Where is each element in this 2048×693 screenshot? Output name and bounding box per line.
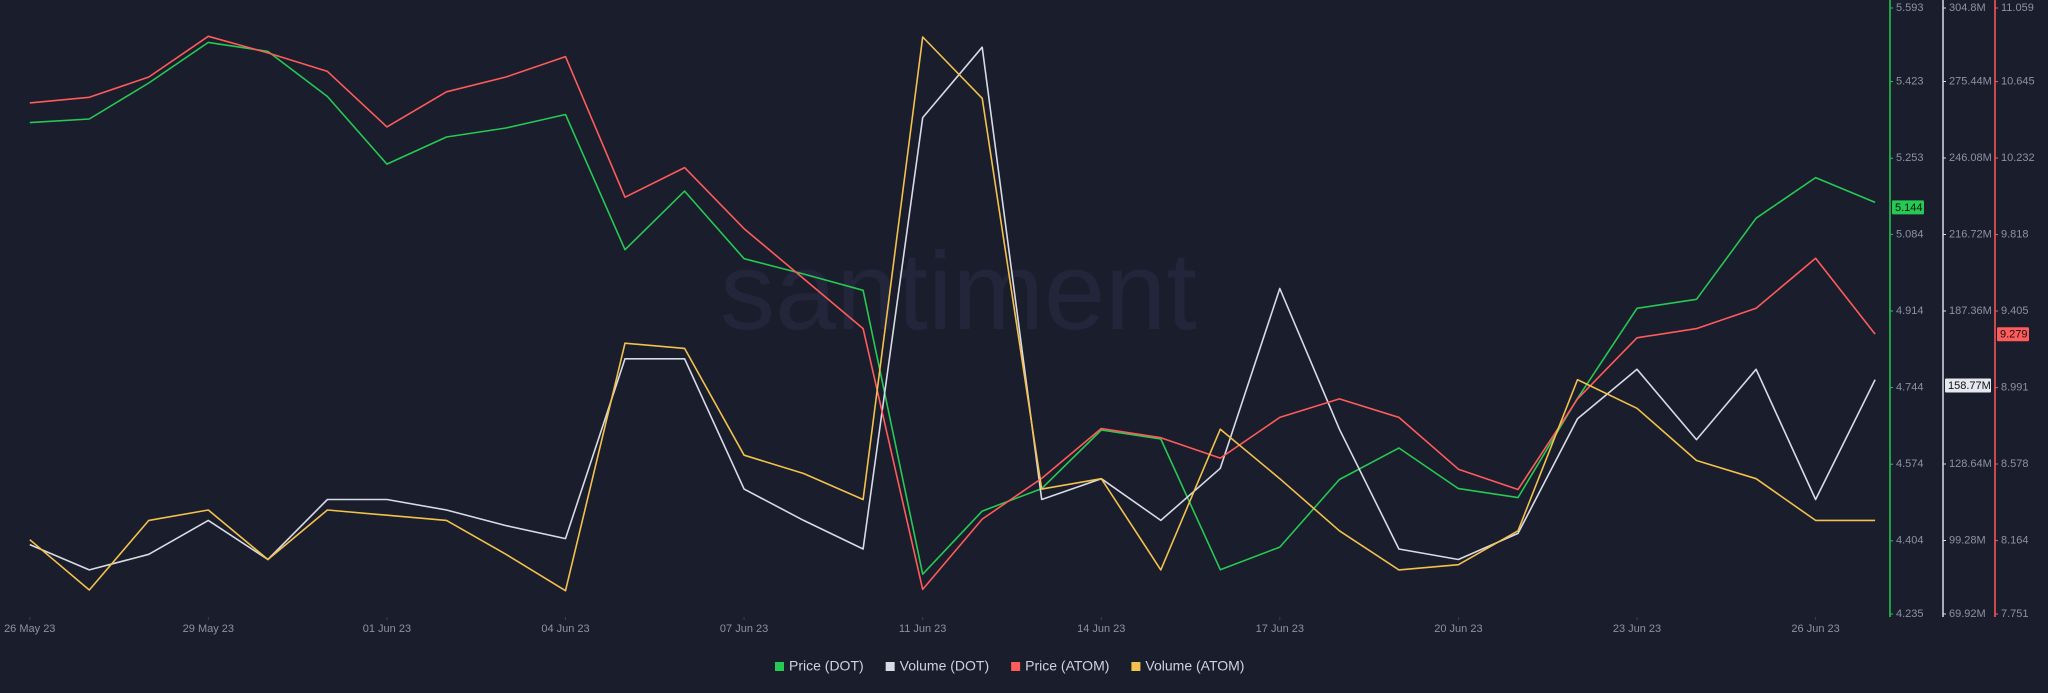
y-tick-label: 8.164 (2001, 534, 2029, 546)
x-tick-label: 14 Jun 23 (1077, 623, 1125, 635)
x-tick-label: 07 Jun 23 (720, 623, 768, 635)
series-line (29, 35, 1876, 591)
x-tick-label: 26 Jun 23 (1791, 623, 1839, 635)
value-badge (1997, 327, 2029, 342)
y-tick-label: 5.593 (1896, 2, 1924, 14)
y-tick-label: 5.253 (1896, 152, 1924, 164)
y-tick-label: 4.404 (1896, 535, 1924, 547)
y-tick-label: 5.423 (1896, 76, 1924, 88)
x-tick-label: 20 Jun 23 (1434, 623, 1482, 635)
value-badge (1892, 200, 1924, 215)
value-badge-label: 9.279 (2000, 329, 2028, 341)
y-tick-label: 4.574 (1896, 458, 1924, 470)
x-tick-label: 17 Jun 23 (1256, 623, 1304, 635)
value-badge (1945, 378, 1991, 393)
x-tick-label: 04 Jun 23 (541, 623, 589, 635)
legend-swatch (885, 662, 895, 671)
legend-swatch (1011, 662, 1021, 671)
y-tick-label: 69.92M (1949, 608, 1986, 620)
y-tick-label: 11.059 (2001, 2, 2034, 14)
y-tick-label: 8.991 (2001, 381, 2029, 393)
y-tick-label: 216.72M (1949, 228, 1992, 240)
legend-label: Price (DOT) (789, 658, 864, 674)
x-tick-label: 29 May 23 (183, 623, 234, 635)
y-tick-label: 187.36M (1949, 305, 1992, 317)
value-badge-label: 158.77M (1948, 380, 1991, 392)
y-tick-label: 9.818 (2001, 228, 2029, 240)
legend-swatch (1131, 662, 1141, 671)
y-tick-label: 128.64M (1949, 458, 1992, 470)
legend-swatch (775, 662, 784, 671)
value-badge-label: 5.144 (1895, 202, 1923, 214)
y-tick-label: 4.235 (1896, 608, 1924, 620)
y-tick-label: 7.751 (2001, 608, 2029, 620)
y-tick-label: 8.578 (2001, 458, 2029, 470)
legend-label: Volume (ATOM) (1145, 658, 1244, 674)
y-tick-label: 246.08M (1949, 152, 1992, 164)
series-line (29, 46, 1876, 571)
y-tick-label: 5.084 (1896, 228, 1924, 240)
y-tick-label: 4.744 (1896, 382, 1924, 394)
y-tick-label: 4.914 (1896, 305, 1924, 317)
legend-label: Volume (DOT) (900, 658, 989, 674)
x-tick-label: 01 Jun 23 (363, 623, 411, 635)
legend-label: Price (ATOM) (1025, 658, 1109, 674)
y-tick-label: 99.28M (1949, 534, 1986, 546)
y-tick-label: 10.645 (2001, 75, 2035, 87)
x-tick-label: 11 Jun 23 (899, 623, 947, 635)
watermark: santiment (720, 230, 1197, 353)
x-tick-label: 26 May 23 (4, 623, 55, 635)
legend: Price (DOT) Volume (DOT) Price (ATOM) Volum… (775, 658, 1244, 674)
y-tick-label: 9.405 (2001, 305, 2029, 317)
series-line (29, 36, 1876, 592)
y-tick-label: 10.232 (2001, 152, 2035, 164)
y-tick-label: 304.8M (1949, 2, 1986, 14)
x-tick-label: 23 Jun 23 (1613, 623, 1661, 635)
y-tick-label: 275.44M (1949, 75, 1992, 87)
